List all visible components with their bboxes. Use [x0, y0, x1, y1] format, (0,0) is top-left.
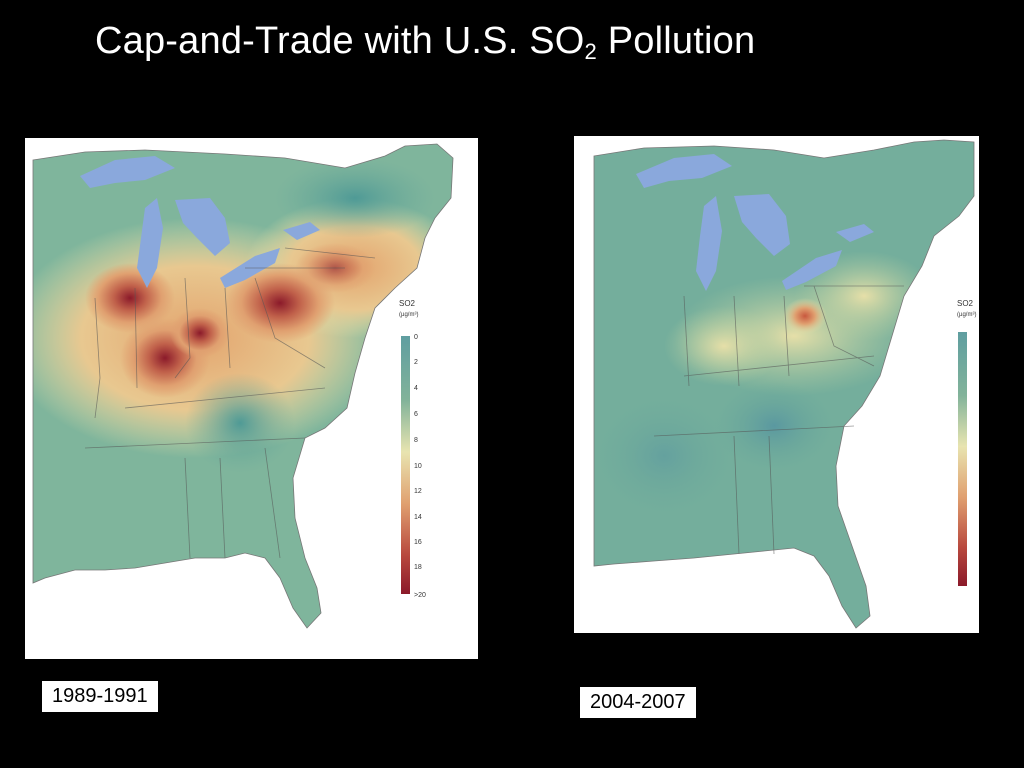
so2-map-1989-1991: SO2 (µg/m³) 0 2 4 6 8 10 12 14 16 18 >20 [25, 138, 478, 659]
legend-a-tick: 6 [414, 411, 418, 418]
caption-1989-1991: 1989-1991 [41, 680, 159, 713]
state-borders [653, 285, 904, 555]
legend-a-tick: >20 [414, 592, 426, 599]
lake-superior [80, 156, 175, 188]
state-borders [84, 247, 376, 559]
legend-a-unit: (µg/m³) [399, 312, 418, 318]
legend-a-tick: 10 [414, 463, 422, 470]
lake-superior [636, 154, 732, 188]
lake-huron [175, 198, 230, 256]
legend-a-tick: 12 [414, 488, 422, 495]
legend-a-tick: 18 [414, 564, 422, 571]
lake-ontario [283, 222, 320, 240]
legend-b-title: SO2 [957, 299, 974, 308]
lake-ontario [836, 224, 874, 242]
legend-b: SO2 (µg/m³) [957, 299, 976, 586]
lake-erie [782, 250, 842, 290]
lake-huron [734, 194, 790, 256]
legend-a-ticks: 0 2 4 6 8 10 12 14 16 18 >20 [414, 334, 426, 599]
legend-a-tick: 14 [414, 514, 422, 521]
legend-a: SO2 (µg/m³) 0 2 4 6 8 10 12 14 16 18 >20 [399, 299, 426, 599]
legend-a-colorbar [401, 336, 410, 594]
map-b-svg: SO2 (µg/m³) [593, 139, 976, 629]
legend-b-unit: (µg/m³) [957, 312, 976, 318]
legend-a-tick: 16 [414, 539, 422, 546]
legend-a-tick: 0 [414, 334, 418, 341]
lake-michigan [696, 196, 722, 291]
legend-a-tick: 8 [414, 437, 418, 444]
legend-a-tick: 4 [414, 385, 418, 392]
legend-b-colorbar [958, 332, 967, 586]
legend-a-tick: 2 [414, 359, 418, 366]
slide-title: Cap-and-Trade with U.S. SO2 Pollution [95, 20, 756, 64]
so2-map-2004-2007: SO2 (µg/m³) [574, 136, 979, 633]
caption-2004-2007: 2004-2007 [579, 686, 697, 719]
lake-michigan [137, 198, 163, 288]
legend-a-title: SO2 [399, 299, 416, 308]
map-a-svg: SO2 (µg/m³) 0 2 4 6 8 10 12 14 16 18 >20 [32, 143, 454, 629]
